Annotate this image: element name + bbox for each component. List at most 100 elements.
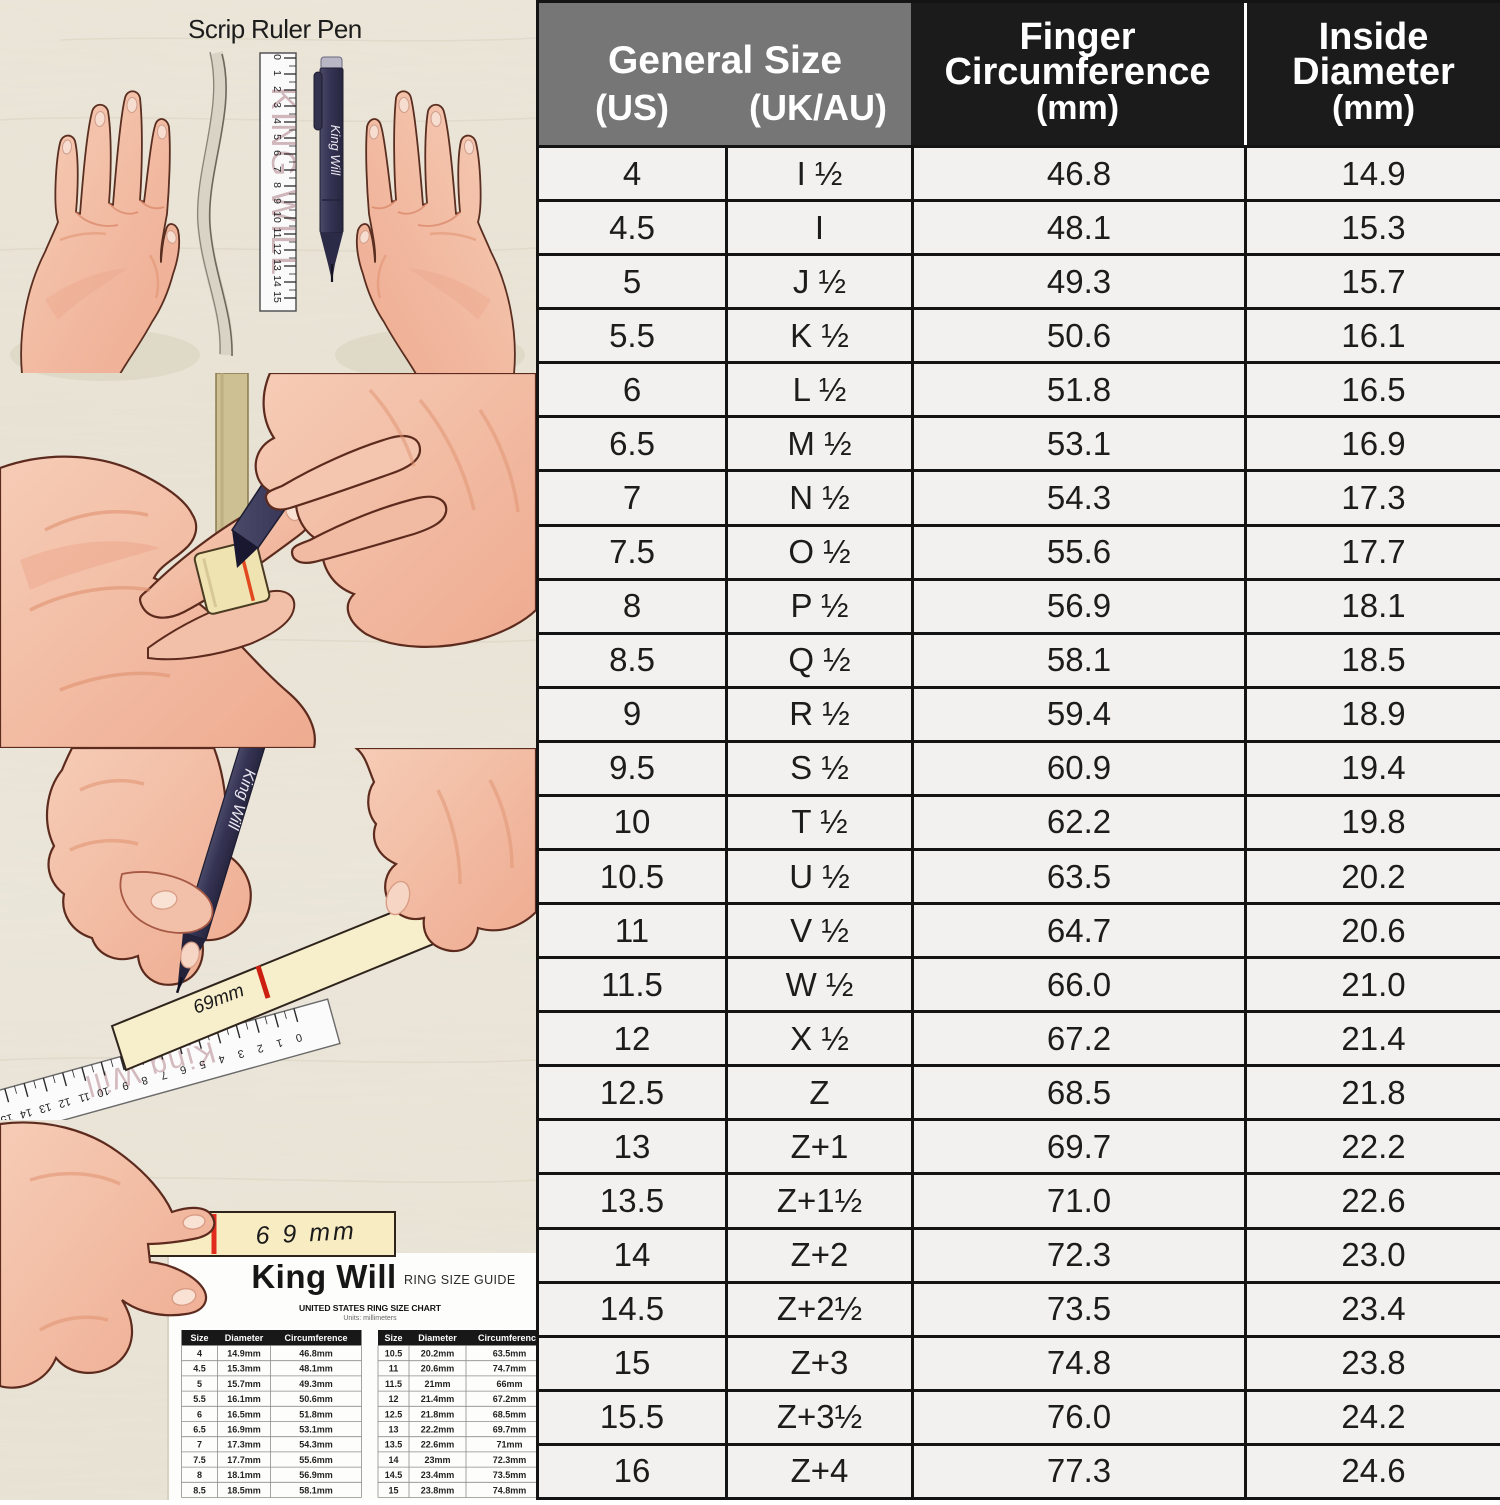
svg-text:Size: Size bbox=[190, 1333, 208, 1343]
svg-text:56.9mm: 56.9mm bbox=[299, 1470, 333, 1480]
svg-text:Pen: Pen bbox=[317, 14, 362, 44]
svg-text:14.5: 14.5 bbox=[385, 1470, 403, 1480]
svg-text:53.1mm: 53.1mm bbox=[299, 1425, 333, 1435]
svg-text:48.1mm: 48.1mm bbox=[299, 1364, 333, 1374]
svg-text:0: 0 bbox=[294, 1031, 303, 1044]
svg-text:0: 0 bbox=[271, 54, 283, 60]
svg-text:Size: Size bbox=[384, 1333, 402, 1343]
svg-text:13: 13 bbox=[388, 1425, 398, 1435]
svg-text:5.5: 5.5 bbox=[193, 1394, 206, 1404]
svg-text:9: 9 bbox=[271, 198, 283, 204]
svg-text:22.2mm: 22.2mm bbox=[421, 1425, 455, 1435]
svg-text:58.1mm: 58.1mm bbox=[299, 1485, 333, 1495]
svg-text:15.3mm: 15.3mm bbox=[227, 1364, 261, 1374]
svg-text:54.3mm: 54.3mm bbox=[299, 1440, 333, 1450]
svg-text:4: 4 bbox=[197, 1349, 202, 1359]
svg-text:12: 12 bbox=[271, 243, 283, 255]
svg-text:68.5mm: 68.5mm bbox=[493, 1409, 527, 1419]
svg-text:12: 12 bbox=[57, 1095, 72, 1110]
svg-text:6.5: 6.5 bbox=[193, 1425, 206, 1435]
svg-text:7.5: 7.5 bbox=[193, 1455, 206, 1465]
svg-text:74.8mm: 74.8mm bbox=[493, 1485, 527, 1495]
svg-text:18.1mm: 18.1mm bbox=[227, 1470, 261, 1480]
svg-text:23mm: 23mm bbox=[424, 1455, 450, 1465]
svg-text:14.9mm: 14.9mm bbox=[227, 1349, 261, 1359]
svg-text:7: 7 bbox=[197, 1440, 202, 1450]
svg-text:3: 3 bbox=[236, 1047, 245, 1060]
svg-text:11: 11 bbox=[389, 1364, 399, 1374]
svg-text:74.7mm: 74.7mm bbox=[493, 1364, 527, 1374]
svg-text:21mm: 21mm bbox=[424, 1379, 450, 1389]
svg-text:11: 11 bbox=[77, 1089, 91, 1104]
svg-text:67.2mm: 67.2mm bbox=[493, 1394, 527, 1404]
svg-text:73.5mm: 73.5mm bbox=[493, 1470, 527, 1480]
svg-text:5: 5 bbox=[198, 1057, 207, 1070]
svg-text:6 9 mm: 6 9 mm bbox=[255, 1217, 358, 1250]
svg-text:Diameter: Diameter bbox=[418, 1333, 457, 1343]
svg-text:1: 1 bbox=[275, 1036, 284, 1049]
svg-text:8: 8 bbox=[271, 182, 283, 188]
svg-text:10.5: 10.5 bbox=[385, 1349, 403, 1359]
svg-text:21.8mm: 21.8mm bbox=[421, 1409, 455, 1419]
svg-text:Ruler: Ruler bbox=[251, 14, 311, 44]
svg-text:13: 13 bbox=[271, 259, 283, 271]
svg-text:Scrip: Scrip bbox=[188, 14, 245, 44]
svg-text:1: 1 bbox=[271, 70, 283, 76]
svg-text:23.4mm: 23.4mm bbox=[421, 1470, 455, 1480]
svg-text:Circumference: Circumference bbox=[478, 1333, 536, 1343]
svg-text:Diameter: Diameter bbox=[225, 1333, 264, 1343]
svg-text:KING WILL: KING WILL bbox=[264, 87, 302, 277]
svg-text:20.2mm: 20.2mm bbox=[421, 1349, 455, 1359]
svg-text:17.7mm: 17.7mm bbox=[227, 1455, 261, 1465]
svg-text:Circumference: Circumference bbox=[284, 1333, 347, 1343]
svg-text:15: 15 bbox=[0, 1111, 14, 1126]
svg-text:King Will: King Will bbox=[328, 125, 343, 177]
svg-text:12.5: 12.5 bbox=[385, 1409, 403, 1419]
svg-text:7: 7 bbox=[271, 166, 283, 172]
svg-text:8.5: 8.5 bbox=[193, 1485, 206, 1495]
svg-text:11: 11 bbox=[271, 228, 283, 239]
svg-text:4.5: 4.5 bbox=[193, 1364, 206, 1374]
svg-text:15: 15 bbox=[271, 291, 283, 303]
svg-text:14: 14 bbox=[271, 275, 283, 287]
svg-text:3: 3 bbox=[271, 102, 283, 108]
svg-text:21.4mm: 21.4mm bbox=[421, 1394, 455, 1404]
svg-text:6: 6 bbox=[271, 150, 283, 156]
svg-text:66mm: 66mm bbox=[496, 1379, 522, 1389]
svg-text:5: 5 bbox=[197, 1379, 202, 1389]
svg-text:King Will: King Will bbox=[251, 1258, 396, 1295]
svg-text:18.5mm: 18.5mm bbox=[227, 1485, 261, 1495]
svg-text:10: 10 bbox=[96, 1084, 111, 1099]
svg-text:10: 10 bbox=[271, 211, 283, 223]
svg-text:20.6mm: 20.6mm bbox=[421, 1364, 455, 1374]
svg-text:9: 9 bbox=[121, 1079, 130, 1092]
svg-text:13.5: 13.5 bbox=[385, 1440, 403, 1450]
svg-text:49.3mm: 49.3mm bbox=[299, 1379, 333, 1389]
svg-text:15.7mm: 15.7mm bbox=[227, 1379, 261, 1389]
svg-text:63.5mm: 63.5mm bbox=[493, 1349, 527, 1359]
svg-text:23.8mm: 23.8mm bbox=[421, 1485, 455, 1495]
svg-text:UNITED STATES RING SIZE CHART: UNITED STATES RING SIZE CHART bbox=[299, 1303, 442, 1313]
svg-text:14: 14 bbox=[18, 1105, 33, 1120]
svg-text:2: 2 bbox=[271, 86, 283, 92]
svg-text:11.5: 11.5 bbox=[385, 1379, 402, 1389]
svg-text:12: 12 bbox=[388, 1394, 398, 1404]
svg-text:16.5mm: 16.5mm bbox=[227, 1409, 261, 1419]
svg-text:17.3mm: 17.3mm bbox=[227, 1440, 261, 1450]
svg-text:8: 8 bbox=[140, 1073, 149, 1086]
svg-text:69.7mm: 69.7mm bbox=[493, 1425, 527, 1435]
svg-text:14: 14 bbox=[388, 1455, 398, 1465]
svg-text:RING SIZE GUIDE: RING SIZE GUIDE bbox=[404, 1273, 516, 1287]
svg-text:55.6mm: 55.6mm bbox=[299, 1455, 333, 1465]
svg-text:46.8mm: 46.8mm bbox=[299, 1349, 333, 1359]
svg-text:51.8mm: 51.8mm bbox=[299, 1409, 333, 1419]
svg-text:4: 4 bbox=[271, 118, 283, 124]
svg-text:22.6mm: 22.6mm bbox=[421, 1440, 455, 1450]
svg-text:7: 7 bbox=[159, 1068, 168, 1081]
svg-text:71mm: 71mm bbox=[496, 1440, 522, 1450]
svg-text:5: 5 bbox=[271, 134, 283, 140]
svg-text:16.1mm: 16.1mm bbox=[227, 1394, 261, 1404]
svg-text:13: 13 bbox=[38, 1100, 53, 1115]
svg-text:6: 6 bbox=[197, 1409, 202, 1419]
svg-text:50.6mm: 50.6mm bbox=[299, 1394, 333, 1404]
